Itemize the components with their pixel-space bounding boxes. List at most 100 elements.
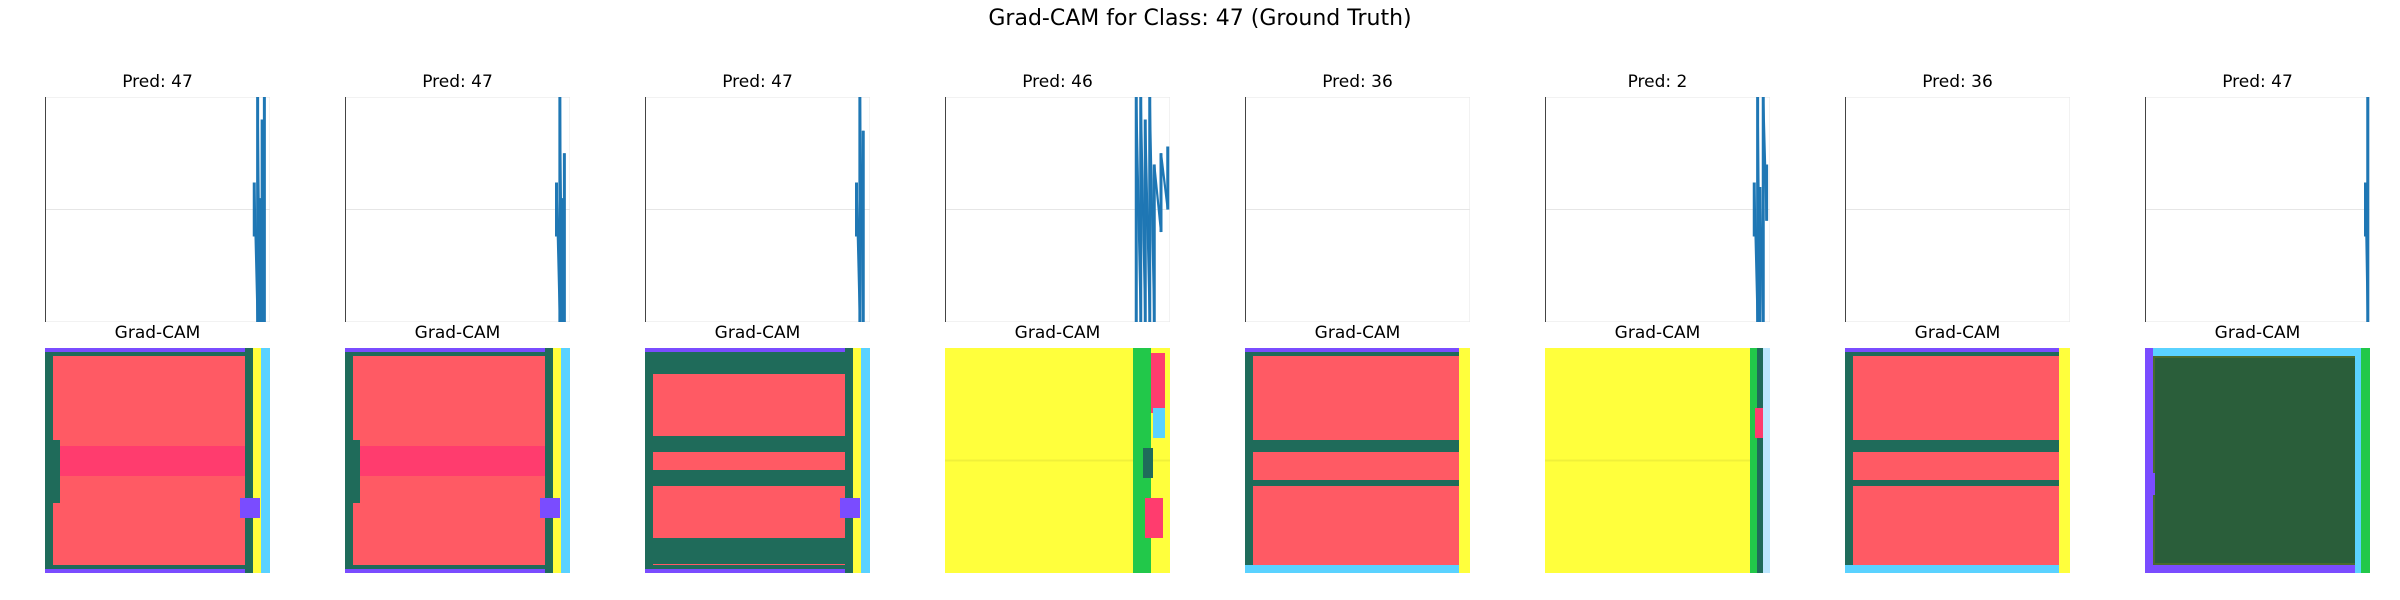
gradcam-map (45, 348, 270, 573)
cam-band (861, 348, 870, 573)
cam-band (350, 440, 360, 480)
cam-background (1845, 348, 2070, 573)
gradcam-map (645, 348, 870, 573)
signal-panel (1245, 97, 1470, 322)
cam-band (653, 538, 853, 564)
cam-band (1757, 348, 1763, 573)
signal-plot (45, 97, 270, 322)
cam-border (45, 348, 53, 573)
gradcam-heatmap (345, 348, 570, 573)
cam-border (1845, 348, 1853, 573)
gradcam-title: Grad-CAM (1914, 323, 2001, 343)
cam-blob (1151, 353, 1165, 413)
gradcam-title: Grad-CAM (2214, 323, 2301, 343)
cam-band (2059, 348, 2070, 573)
signal-plot (645, 97, 870, 322)
cam-edge (1245, 565, 1470, 573)
cam-blob (2145, 473, 2155, 495)
cam-band (561, 348, 570, 573)
cam-edge (1245, 348, 1470, 352)
gradcam-title: Grad-CAM (114, 323, 201, 343)
pred-title: Pred: 47 (422, 72, 493, 92)
cam-blob (1153, 408, 1165, 438)
gradcam-map (945, 348, 1170, 573)
cam-blob (1143, 448, 1153, 478)
cam-band (53, 446, 253, 476)
cam-edge (345, 569, 570, 573)
pred-title: Pred: 47 (722, 72, 793, 92)
cam-background (1245, 348, 1470, 573)
signal-plot (345, 97, 570, 322)
pred-title: Pred: 47 (2222, 72, 2293, 92)
gradcam-heatmap (945, 348, 1170, 573)
cam-band (1853, 440, 2063, 452)
cam-background (645, 348, 870, 573)
cam-region (2155, 358, 2360, 563)
cam-line (945, 459, 1170, 462)
cam-band (1253, 480, 1463, 486)
cam-band (50, 478, 60, 503)
cam-band (1459, 348, 1470, 573)
gradcam-map (1545, 348, 1770, 573)
signal-panel (45, 97, 270, 322)
gradcam-map (1245, 348, 1470, 573)
cam-edge (2145, 348, 2370, 356)
signal-panel (1545, 97, 1770, 322)
gradcam-title: Grad-CAM (1014, 323, 1101, 343)
gradcam-heatmap (645, 348, 870, 573)
gradcam-title: Grad-CAM (1614, 323, 1701, 343)
gradcam-heatmap (45, 348, 270, 573)
cam-band (653, 356, 853, 374)
gradcam-heatmap (1845, 348, 2070, 573)
cam-band (350, 478, 360, 503)
cam-band (2355, 348, 2361, 573)
signal-plot (945, 97, 1170, 322)
signal-panel (945, 97, 1170, 322)
gradcam-heatmap (1545, 348, 1770, 573)
signal-panel (2145, 97, 2370, 322)
cam-band (653, 470, 853, 486)
gradcam-map (2145, 348, 2370, 573)
cam-border (345, 348, 353, 573)
cam-edge (45, 348, 270, 352)
cam-band (2361, 348, 2370, 573)
signal-panel (645, 97, 870, 322)
cam-edge (2145, 565, 2370, 573)
cam-edge (1845, 565, 2070, 573)
cam-blob (840, 498, 860, 518)
gradcam-heatmap (1245, 348, 1470, 573)
signal-plot (1845, 97, 2070, 322)
pred-title: Pred: 2 (1627, 72, 1688, 92)
gradcam-map (1845, 348, 2070, 573)
pred-title: Pred: 46 (1022, 72, 1093, 92)
gradcam-title: Grad-CAM (414, 323, 501, 343)
signal-plot (1245, 97, 1470, 322)
cam-line (1545, 459, 1770, 462)
pred-title: Pred: 36 (1922, 72, 1993, 92)
signal-panel (345, 97, 570, 322)
cam-band (653, 436, 853, 452)
gradcam-title: Grad-CAM (1314, 323, 1401, 343)
cam-blob (1755, 408, 1763, 438)
cam-edge (2145, 348, 2153, 573)
cam-band (853, 348, 861, 573)
gradcam-map (345, 348, 570, 573)
gradcam-heatmap (2145, 348, 2370, 573)
cam-band (1853, 480, 2063, 486)
cam-band (1253, 440, 1463, 452)
cam-blob (540, 498, 560, 518)
cam-band (1750, 348, 1757, 573)
cam-edge (45, 569, 270, 573)
cam-band (553, 348, 561, 573)
cam-blob (1145, 498, 1163, 538)
cam-edge (1845, 348, 2070, 352)
cam-edge (345, 348, 570, 352)
pred-title: Pred: 36 (1322, 72, 1393, 92)
cam-band (253, 348, 261, 573)
signal-plot (2145, 97, 2370, 322)
cam-border (1245, 348, 1253, 573)
cam-band (261, 348, 270, 573)
gradcam-title: Grad-CAM (714, 323, 801, 343)
signal-plot (1545, 97, 1770, 322)
cam-blob (240, 498, 260, 518)
